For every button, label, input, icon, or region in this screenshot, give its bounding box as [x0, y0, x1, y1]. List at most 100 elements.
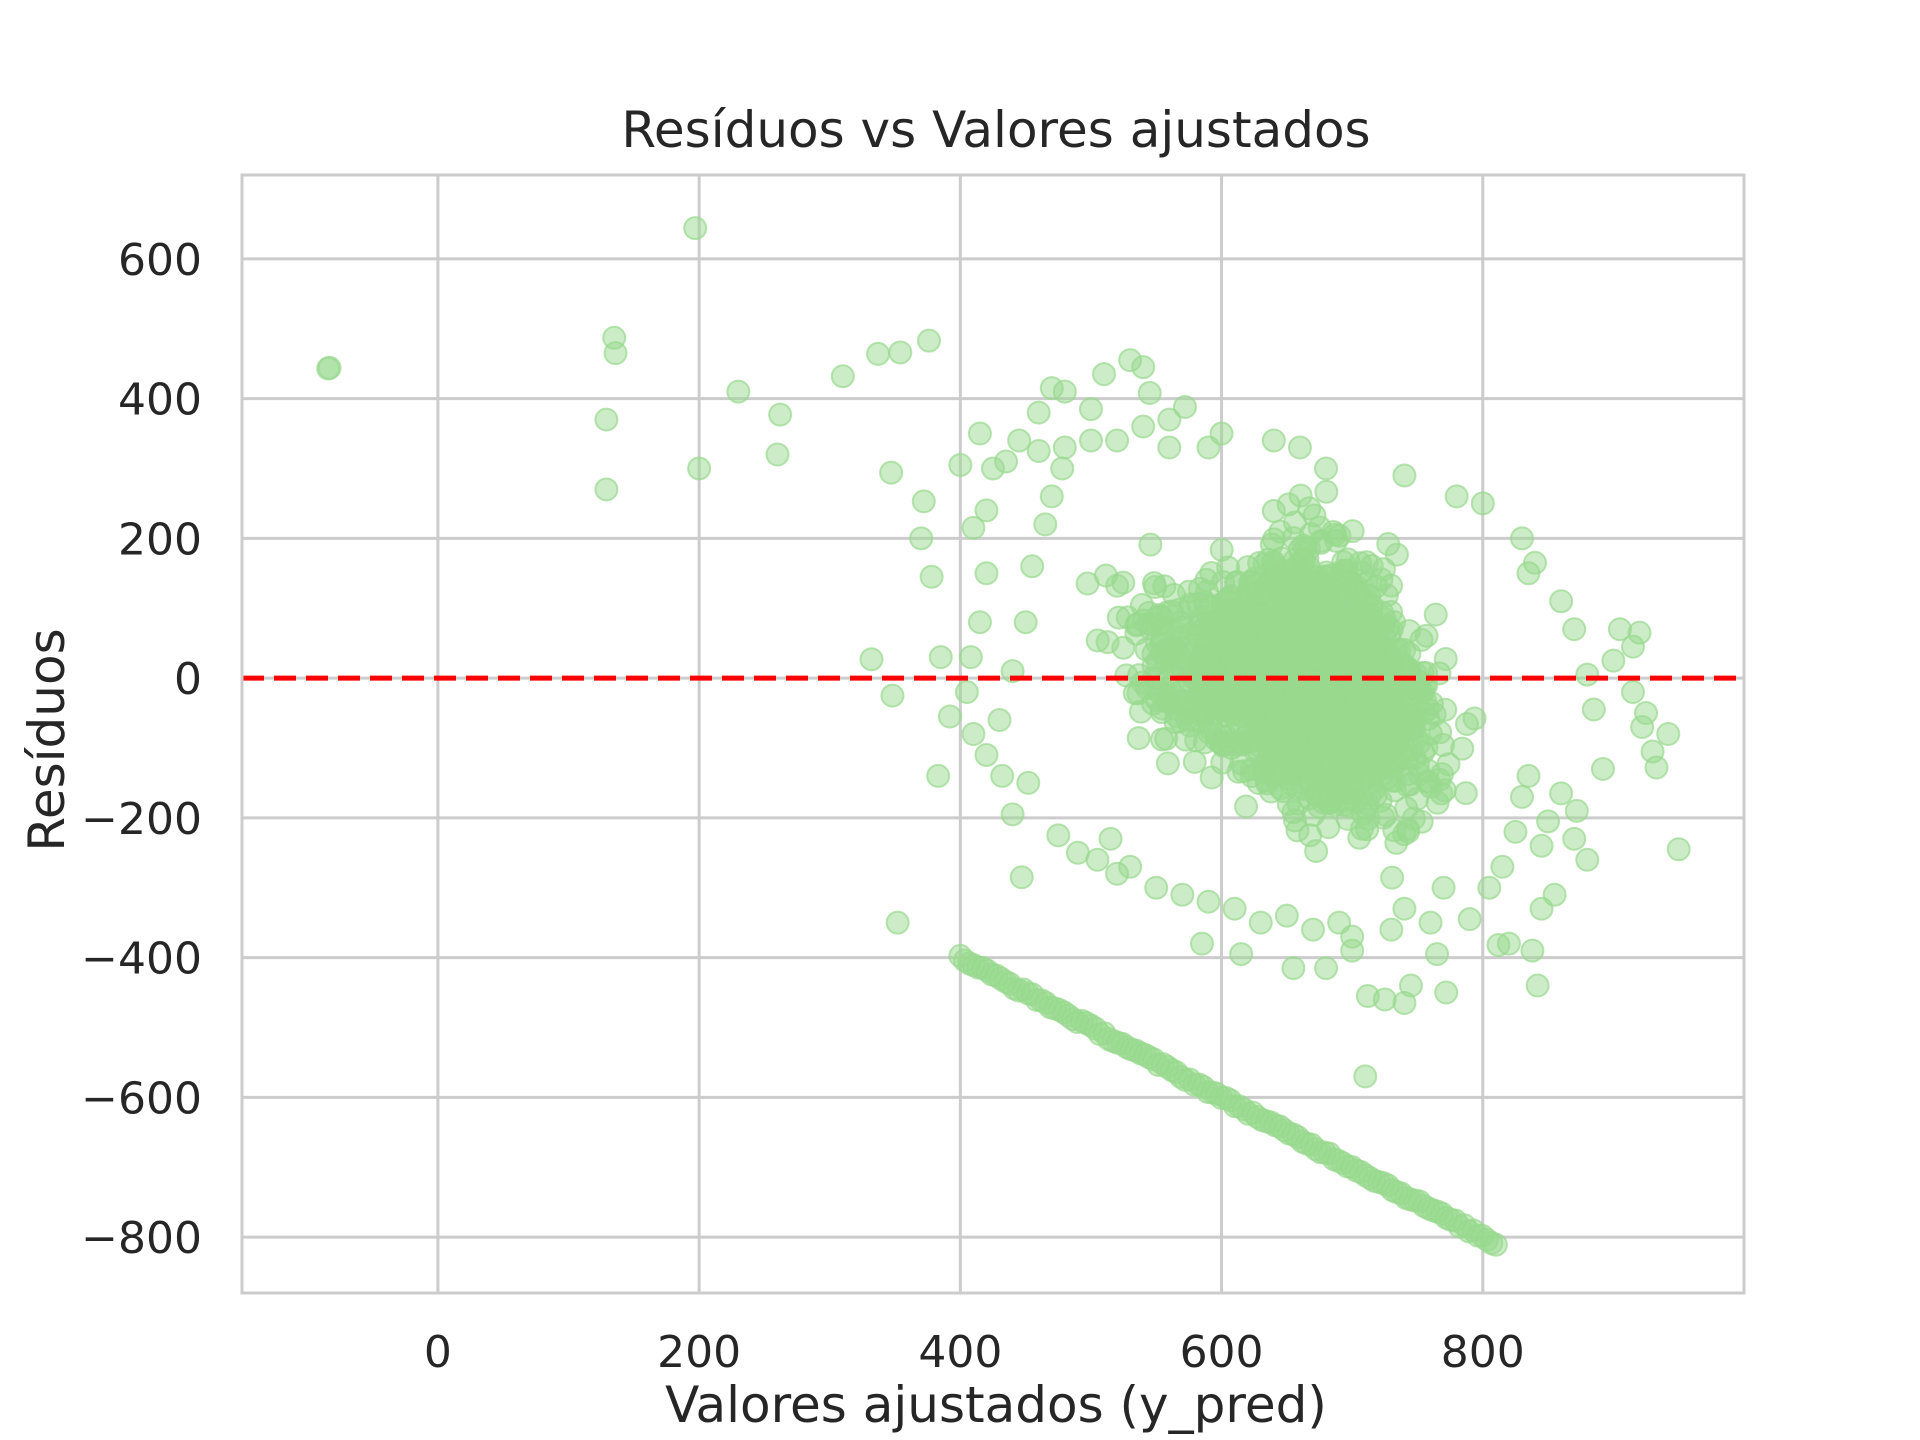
data-point: [1542, 882, 1567, 907]
data-point: [954, 680, 979, 705]
data-point: [1098, 826, 1123, 851]
data-point: [1369, 567, 1394, 592]
data-point: [603, 341, 628, 366]
data-point: [1007, 428, 1032, 453]
data-point: [1450, 736, 1475, 761]
data-point: [1300, 647, 1325, 672]
data-point: [1423, 602, 1448, 627]
data-point: [961, 722, 986, 746]
data-point: [1376, 532, 1401, 557]
data-point: [1280, 615, 1305, 640]
data-point: [594, 477, 619, 502]
data-point: [1340, 715, 1365, 740]
data-point: [1314, 479, 1339, 504]
data-point: [1085, 847, 1110, 872]
data-point: [1160, 635, 1185, 660]
data-point: [1359, 697, 1384, 722]
data-point: [885, 910, 910, 935]
data-point: [1601, 648, 1626, 673]
data-point: [1046, 823, 1071, 848]
data-point: [1562, 826, 1587, 851]
data-point: [1564, 798, 1589, 823]
data-point: [1379, 917, 1404, 942]
data-point: [917, 328, 942, 353]
data-point: [1234, 794, 1259, 819]
y-axis-label: Resíduos: [18, 628, 76, 851]
data-point: [1666, 837, 1691, 862]
data-point: [1380, 865, 1405, 890]
data-point: [1496, 931, 1521, 956]
data-point: [1549, 781, 1574, 806]
data-point: [1292, 777, 1317, 802]
data-point: [1261, 428, 1286, 453]
data-point: [1134, 637, 1159, 662]
data-point: [974, 498, 999, 523]
data-point: [1248, 910, 1273, 935]
data-point: [1189, 931, 1214, 956]
data-point: [1359, 603, 1384, 628]
data-point: [1503, 819, 1528, 844]
data-point: [1093, 563, 1118, 588]
data-point: [1350, 801, 1375, 826]
data-point: [317, 355, 342, 380]
data-point: [1418, 721, 1443, 746]
data-point: [1291, 533, 1316, 558]
data-point: [1247, 602, 1272, 627]
data-point: [937, 704, 962, 729]
data-point: [911, 489, 936, 514]
data-point: [1299, 669, 1324, 694]
data-point: [1327, 910, 1352, 935]
data-point: [1620, 680, 1645, 705]
data-point: [1392, 463, 1417, 488]
data-point: [1373, 802, 1398, 827]
data-point: [1231, 622, 1256, 647]
data-point: [1477, 875, 1502, 900]
data-point: [994, 449, 1019, 474]
data-point: [1216, 555, 1241, 580]
data-point: [1434, 980, 1459, 1005]
data-point: [866, 341, 891, 366]
data-point: [1433, 647, 1458, 672]
data-point: [1372, 987, 1397, 1012]
data-point: [1016, 770, 1041, 795]
data-point: [1155, 751, 1180, 776]
data-point: [1520, 938, 1545, 963]
data-point: [928, 645, 953, 670]
data-point: [1000, 802, 1025, 827]
data-point: [1453, 781, 1478, 806]
data-point: [1310, 721, 1335, 746]
data-point: [1137, 381, 1162, 406]
data-point: [1020, 554, 1045, 579]
x-axis-ticks: 0 200 400 600 800: [424, 1327, 1525, 1378]
data-point: [1256, 733, 1281, 758]
data-point: [1314, 456, 1339, 481]
data-point: [974, 561, 999, 586]
y-tick-label: 400: [118, 375, 202, 426]
data-point: [1274, 903, 1299, 928]
data-point: [1115, 605, 1140, 630]
data-point: [1163, 710, 1188, 735]
data-point: [1549, 589, 1574, 614]
data-point: [880, 683, 905, 708]
x-tick-label: 600: [1180, 1327, 1264, 1378]
y-tick-label: 200: [118, 514, 202, 565]
data-point: [1136, 600, 1161, 625]
data-point: [1224, 653, 1249, 678]
data-point: [1327, 661, 1352, 686]
data-point: [1182, 749, 1207, 774]
data-point: [1228, 703, 1253, 728]
data-point: [1338, 739, 1363, 764]
data-point: [1509, 784, 1534, 809]
data-point: [1470, 491, 1495, 516]
data-point: [768, 402, 793, 427]
data-point: [1454, 712, 1479, 737]
y-tick-label: 0: [174, 654, 202, 705]
x-axis-label: Valores ajustados (y_pred): [665, 1376, 1327, 1434]
data-point: [1009, 865, 1034, 890]
x-tick-label: 400: [918, 1327, 1002, 1378]
data-point: [1170, 882, 1195, 907]
data-point: [1092, 362, 1117, 387]
data-point: [1361, 640, 1386, 665]
data-point: [1284, 704, 1309, 729]
